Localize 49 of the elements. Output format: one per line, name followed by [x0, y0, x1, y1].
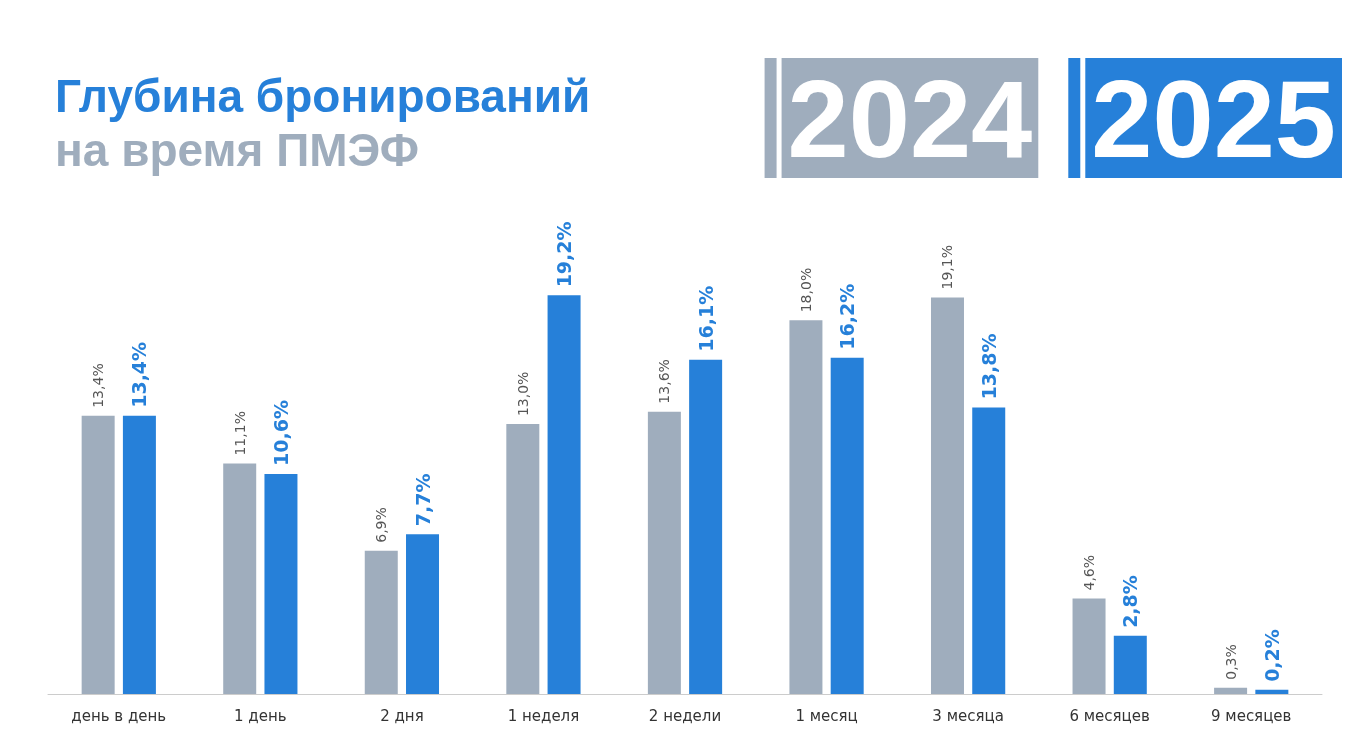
bar [406, 534, 440, 694]
bar [789, 320, 823, 694]
data-label: 13,8% [977, 333, 1000, 400]
data-label: 16,2% [836, 283, 859, 350]
bar [689, 359, 723, 694]
x-tick-label: 1 месяц [795, 706, 858, 725]
data-label: 10,6% [269, 400, 292, 466]
data-label: 13,0% [514, 371, 531, 417]
data-label: 13,4% [90, 363, 107, 408]
x-tick-label: 1 день [234, 706, 287, 725]
bar [1214, 687, 1248, 694]
data-label: 6,9% [373, 507, 390, 543]
chart-title: Глубина бронирований [55, 70, 591, 122]
bar [647, 411, 681, 694]
chart-subtitle: на время ПМЭФ [55, 124, 419, 176]
data-label: 19,1% [939, 244, 956, 290]
data-label: 7,7% [411, 473, 434, 527]
data-label: 2,8% [1119, 575, 1142, 628]
data-label: 4,6% [1081, 554, 1098, 591]
bar [547, 295, 581, 694]
bar [81, 415, 115, 694]
x-tick-label: 2 дня [380, 706, 424, 725]
data-label: 11,1% [231, 411, 248, 456]
data-label: 0,3% [1222, 644, 1239, 680]
x-tick-label: 3 месяца [932, 706, 1004, 725]
x-tick-label: 1 неделя [507, 706, 580, 725]
bar [1072, 598, 1106, 694]
bar [264, 473, 298, 694]
bar [223, 463, 257, 694]
data-label: 19,2% [553, 221, 576, 288]
bar [364, 550, 398, 694]
bar [506, 424, 540, 694]
data-label: 16,1% [694, 285, 717, 352]
legend-label: 2024 [787, 56, 1033, 180]
data-label: 13,6% [656, 359, 673, 404]
data-label: 0,2% [1260, 629, 1283, 682]
x-tick-label: 2 недели [648, 706, 722, 725]
bar [122, 415, 156, 694]
legend-label: 2025 [1091, 56, 1337, 180]
x-tick-label: 6 месяцев [1069, 706, 1150, 725]
bar [1113, 635, 1147, 694]
x-tick-label: 9 месяцев [1211, 706, 1292, 725]
x-tick-label: день в день [71, 706, 167, 725]
bar [930, 297, 964, 694]
bar [830, 357, 864, 694]
bar [972, 407, 1006, 694]
bar [1255, 689, 1289, 694]
data-label: 13,4% [128, 341, 151, 408]
data-label: 18,0% [797, 267, 814, 313]
